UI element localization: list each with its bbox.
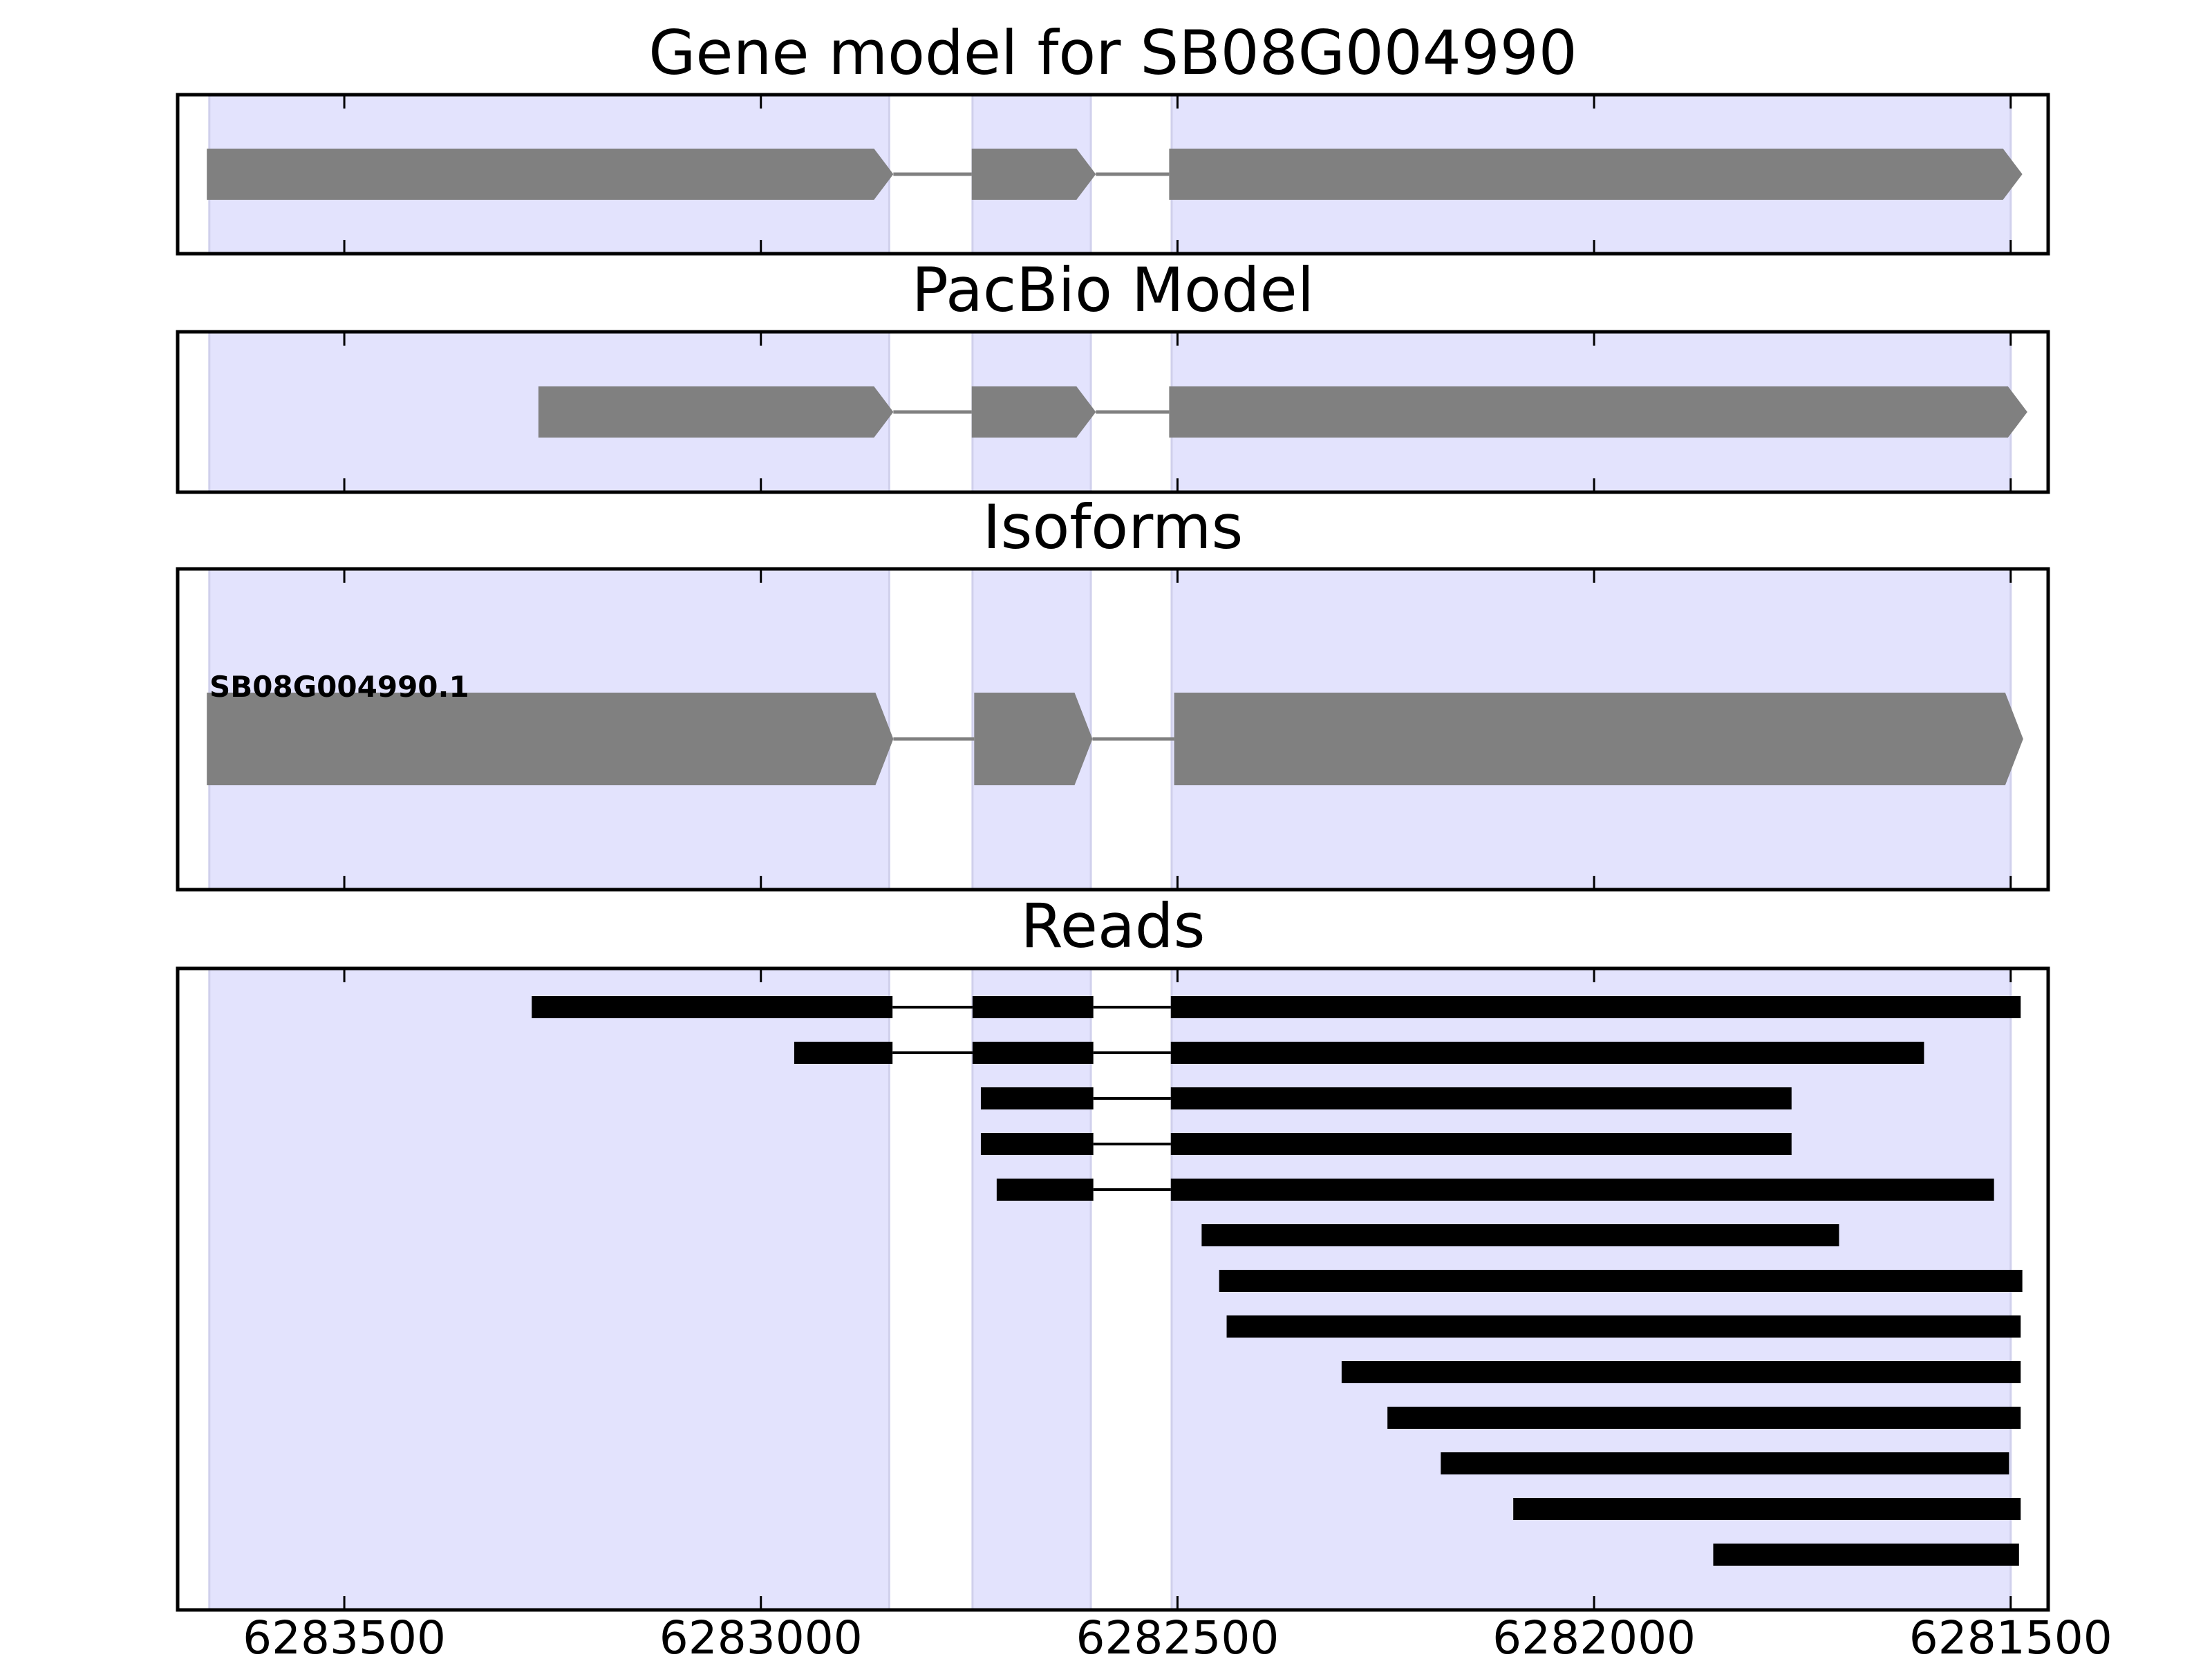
read-block bbox=[1513, 1498, 2021, 1520]
exon-block bbox=[207, 693, 894, 785]
read-alignment bbox=[980, 1087, 1792, 1109]
read-alignment bbox=[1441, 1452, 2009, 1474]
read-alignment bbox=[996, 1179, 1994, 1201]
read-block bbox=[1170, 1179, 1994, 1201]
exon-block bbox=[974, 693, 1093, 785]
read-block bbox=[980, 1087, 1094, 1109]
gene-model-title: Gene model for SB08G004990 bbox=[648, 17, 1577, 88]
read-alignment bbox=[532, 996, 2021, 1018]
exon-block bbox=[1169, 386, 2027, 438]
reads-panel: Reads bbox=[176, 890, 2050, 1612]
x-tick-label: 6283500 bbox=[243, 1611, 446, 1659]
gene-model-panel: Gene model for SB08G004990 bbox=[176, 17, 2050, 256]
read-alignment bbox=[1513, 1498, 2021, 1520]
pacbio-model-exons bbox=[538, 386, 2027, 438]
x-tick-label: 6283000 bbox=[659, 1611, 863, 1659]
exon-block bbox=[207, 149, 894, 200]
x-axis-tick-labels: 6283500 6283000 6282500 6282000 6281500 bbox=[243, 1611, 2112, 1659]
x-tick-label: 6282000 bbox=[1492, 1611, 1696, 1659]
read-block bbox=[794, 1042, 893, 1064]
reads-alignments bbox=[532, 996, 2023, 1566]
read-block bbox=[1226, 1315, 2021, 1338]
exon-block bbox=[971, 149, 1096, 200]
isoforms-panel: Isoforms SB08G004990.1 bbox=[176, 491, 2050, 892]
isoform-label: SB08G004990.1 bbox=[209, 670, 469, 704]
read-block bbox=[1170, 996, 2021, 1018]
read-alignment bbox=[1226, 1315, 2021, 1338]
isoforms-ticks bbox=[343, 569, 2012, 890]
isoforms-title: Isoforms bbox=[983, 491, 1244, 563]
read-block bbox=[980, 1133, 1094, 1155]
pacbio-model-panel: PacBio Model bbox=[176, 254, 2050, 494]
x-tick-label: 6282500 bbox=[1076, 1611, 1279, 1659]
read-block bbox=[1201, 1224, 1839, 1246]
exon-block bbox=[971, 386, 1096, 438]
gene-model-exons bbox=[207, 149, 2023, 200]
read-block bbox=[1170, 1087, 1792, 1109]
read-block bbox=[1387, 1407, 2021, 1429]
gene-model-ticks bbox=[343, 95, 2012, 254]
reads-frame bbox=[176, 966, 2050, 1612]
read-alignment bbox=[980, 1133, 1792, 1155]
read-block bbox=[1170, 1133, 1792, 1155]
read-block bbox=[996, 1179, 1094, 1201]
read-alignment bbox=[1201, 1224, 1839, 1246]
exon-block bbox=[538, 386, 894, 438]
read-block bbox=[1713, 1544, 2019, 1566]
shaded-region bbox=[971, 967, 1092, 1611]
pacbio-model-frame bbox=[176, 330, 2050, 494]
read-block bbox=[1341, 1361, 2021, 1383]
isoforms-exons bbox=[207, 693, 2023, 785]
gene-model-frame bbox=[176, 93, 2050, 256]
read-alignment bbox=[1387, 1407, 2021, 1429]
read-block bbox=[972, 996, 1094, 1018]
read-block bbox=[1441, 1452, 2009, 1474]
read-block bbox=[972, 1042, 1094, 1064]
read-alignment bbox=[1713, 1544, 2019, 1566]
read-block bbox=[532, 996, 893, 1018]
x-tick-label: 6281500 bbox=[1909, 1611, 2112, 1659]
reads-ticks bbox=[343, 968, 2012, 1610]
pacbio-model-ticks bbox=[343, 332, 2012, 492]
pacbio-model-title: PacBio Model bbox=[912, 254, 1314, 326]
shaded-region bbox=[208, 967, 890, 1611]
read-block bbox=[1219, 1270, 2023, 1292]
isoforms-frame bbox=[176, 567, 2050, 892]
read-alignment bbox=[1219, 1270, 2023, 1292]
read-alignment bbox=[794, 1042, 1924, 1064]
read-block bbox=[1170, 1042, 1924, 1064]
reads-title: Reads bbox=[1021, 890, 1206, 962]
exon-block bbox=[1169, 149, 2023, 200]
exon-block bbox=[1174, 693, 2023, 785]
read-alignment bbox=[1341, 1361, 2021, 1383]
